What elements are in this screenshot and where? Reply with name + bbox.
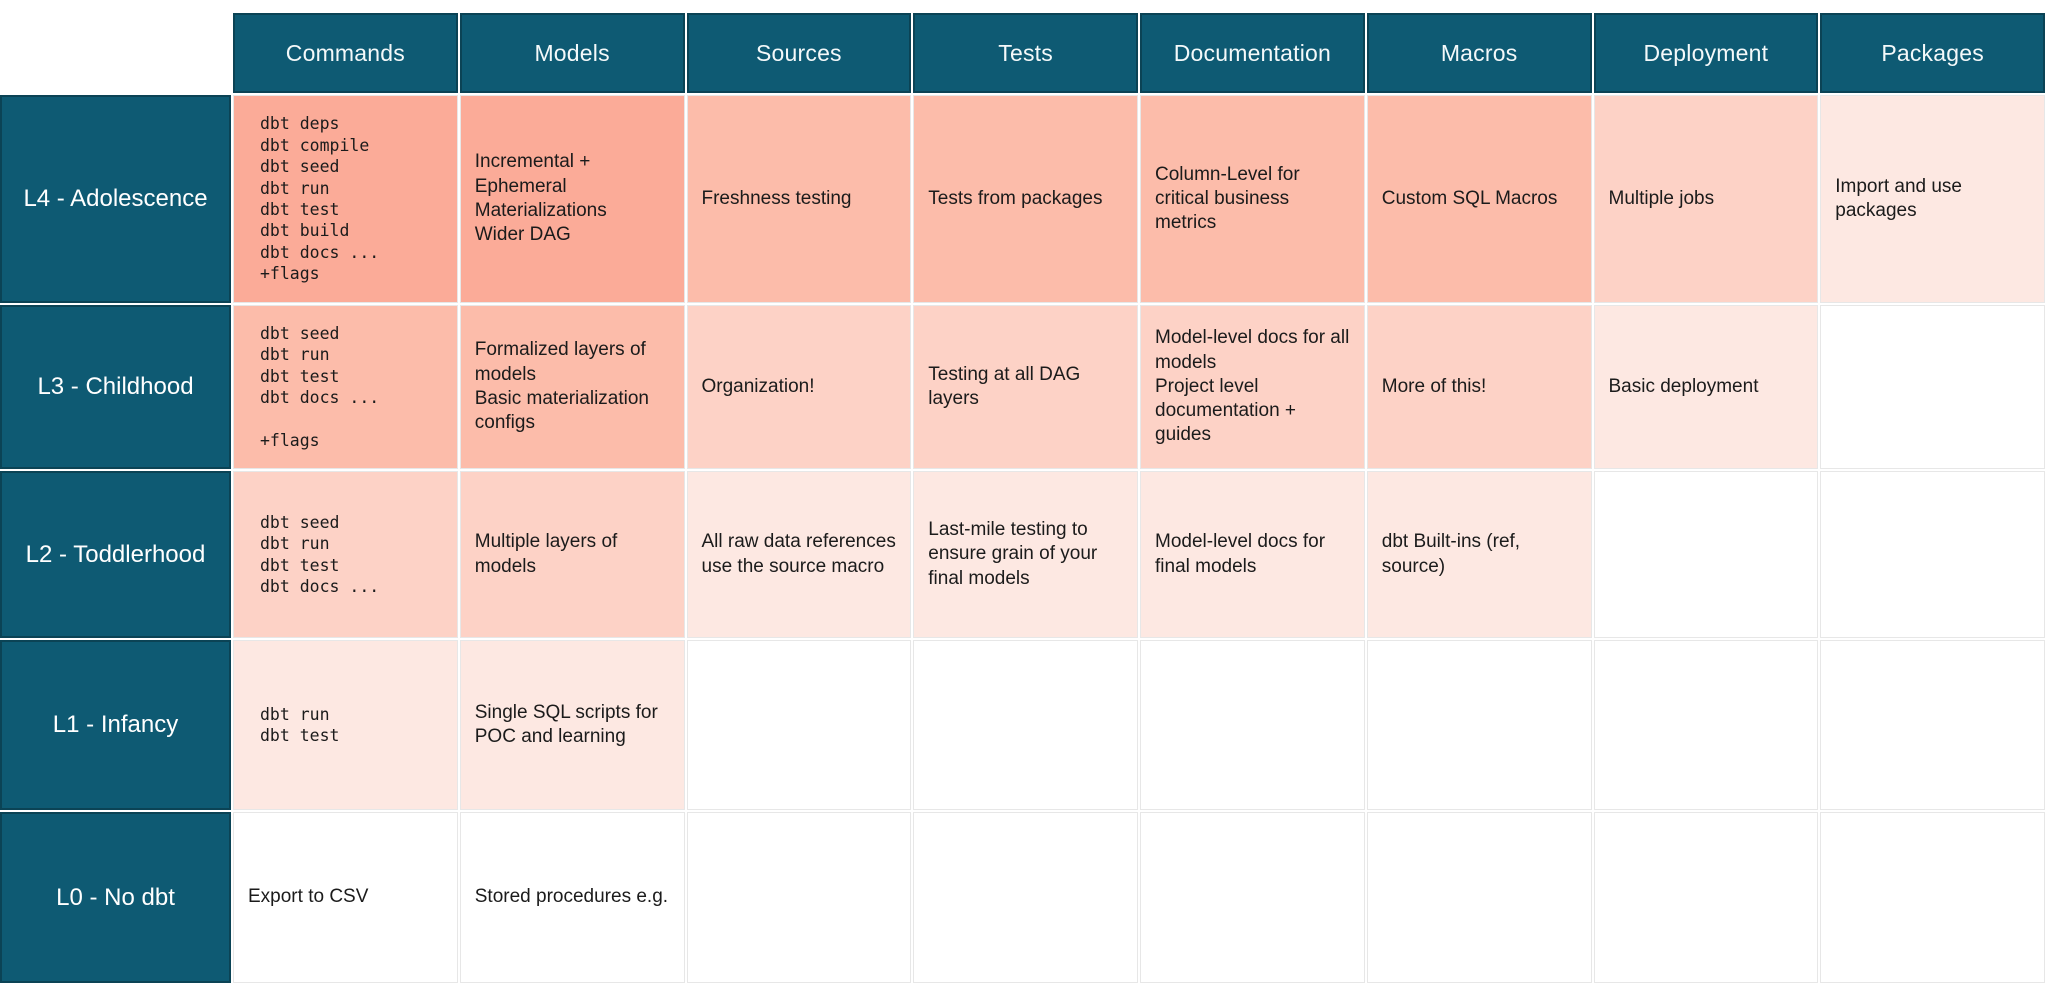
cell-l0-tests: [913, 812, 1138, 983]
cell-l0-deployment: [1593, 812, 1819, 983]
cell-l4-tests: Tests from packages: [913, 95, 1138, 303]
cell-l4-documentation: Column-Level for critical business metri…: [1140, 95, 1365, 303]
column-header-sources: Sources: [686, 13, 912, 93]
cell-code-text: dbt deps dbt compile dbt seed dbt run db…: [260, 114, 380, 284]
cell-text: Export to CSV: [248, 886, 369, 908]
cell-text: Import and use packages: [1835, 175, 1962, 221]
cell-l3-deployment: Basic deployment: [1593, 305, 1819, 469]
cell-text: Tests from packages: [928, 187, 1103, 209]
column-header-commands: Commands: [233, 13, 458, 93]
cell-l2-models: Multiple layers of models: [459, 471, 685, 638]
cell-text: Column-Level for critical business metri…: [1155, 163, 1300, 234]
cell-code-text: dbt seed dbt run dbt test dbt docs ...: [260, 512, 380, 596]
cell-l1-tests: [913, 640, 1138, 810]
table-corner-spacer: [0, 13, 231, 93]
cell-l3-tests: Testing at all DAG layers: [913, 305, 1138, 469]
row-label-l3: L3 - Childhood: [0, 305, 231, 469]
cell-l3-documentation: Model-level docs for all models Project …: [1140, 305, 1365, 469]
column-header-deployment: Deployment: [1593, 13, 1819, 93]
row-label-l2: L2 - Toddlerhood: [0, 471, 231, 638]
cell-l1-models: Single SQL scripts for POC and learning: [459, 640, 685, 810]
cell-text: Custom SQL Macros: [1381, 187, 1558, 209]
cell-l3-commands: dbt seed dbt run dbt test dbt docs ... +…: [233, 305, 458, 469]
cell-text: Organization!: [701, 375, 815, 397]
column-header-models: Models: [459, 13, 685, 93]
cell-l0-packages: [1820, 812, 2045, 983]
cell-text: More of this!: [1381, 375, 1487, 397]
cell-l4-models: Incremental + Ephemeral Materializations…: [459, 95, 685, 303]
cell-l1-macros: [1366, 640, 1592, 810]
cell-l3-packages: [1820, 305, 2045, 469]
cell-l3-sources: Organization!: [686, 305, 912, 469]
cell-l1-packages: [1820, 640, 2045, 810]
cell-l3-macros: More of this!: [1366, 305, 1592, 469]
cell-text: Freshness testing: [701, 187, 852, 209]
cell-l0-macros: [1366, 812, 1592, 983]
cell-l2-deployment: [1593, 471, 1819, 638]
cell-text: Model-level docs for all models Project …: [1155, 327, 1350, 446]
cell-text: dbt Built-ins (ref, source): [1381, 531, 1521, 577]
column-header-tests: Tests: [913, 13, 1138, 93]
cell-l3-models: Formalized layers of models Basic materi…: [459, 305, 685, 469]
cell-text: Basic deployment: [1608, 375, 1759, 397]
cell-text: Model-level docs for final models: [1155, 531, 1326, 577]
cell-text: Stored procedures e.g.: [474, 886, 669, 908]
cell-l2-tests: Last-mile testing to ensure grain of you…: [913, 471, 1138, 638]
cell-code-text: dbt run dbt test: [260, 704, 340, 745]
row-label-l0: L0 - No dbt: [0, 812, 231, 983]
cell-l4-sources: Freshness testing: [686, 95, 912, 303]
cell-text: Testing at all DAG layers: [928, 363, 1081, 409]
row-label-l1: L1 - Infancy: [0, 640, 231, 810]
cell-text: Multiple jobs: [1608, 187, 1715, 209]
cell-l1-commands: dbt run dbt test: [233, 640, 458, 810]
cell-text: Formalized layers of models Basic materi…: [474, 339, 649, 434]
cell-l1-documentation: [1140, 640, 1365, 810]
maturity-table: Commands Models Sources Tests Documentation M…: [0, 13, 2045, 983]
cell-l2-packages: [1820, 471, 2045, 638]
cell-text: All raw data references use the source m…: [701, 531, 896, 577]
cell-text: Last-mile testing to ensure grain of you…: [928, 519, 1098, 589]
cell-l0-commands: Export to CSV: [233, 812, 458, 983]
cell-text: Incremental + Ephemeral Materializations…: [474, 151, 607, 246]
cell-l0-models: Stored procedures e.g.: [459, 812, 685, 983]
cell-l2-documentation: Model-level docs for final models: [1140, 471, 1365, 638]
cell-text: Multiple layers of models: [474, 531, 618, 577]
cell-l2-macros: dbt Built-ins (ref, source): [1366, 471, 1592, 638]
column-header-packages: Packages: [1820, 13, 2045, 93]
cell-l2-commands: dbt seed dbt run dbt test dbt docs ...: [233, 471, 458, 638]
cell-l4-commands: dbt deps dbt compile dbt seed dbt run db…: [233, 95, 458, 303]
cell-text: Single SQL scripts for POC and learning: [474, 701, 658, 747]
cell-l2-sources: All raw data references use the source m…: [686, 471, 912, 638]
row-label-l4: L4 - Adolescence: [0, 95, 231, 303]
cell-l1-sources: [686, 640, 912, 810]
cell-l1-deployment: [1593, 640, 1819, 810]
column-header-documentation: Documentation: [1140, 13, 1365, 93]
column-header-macros: Macros: [1366, 13, 1592, 93]
cell-l4-packages: Import and use packages: [1820, 95, 2045, 303]
cell-l0-documentation: [1140, 812, 1365, 983]
cell-code-text: dbt seed dbt run dbt test dbt docs ... +…: [260, 323, 380, 450]
cell-l4-macros: Custom SQL Macros: [1366, 95, 1592, 303]
cell-l4-deployment: Multiple jobs: [1593, 95, 1819, 303]
cell-l0-sources: [686, 812, 912, 983]
